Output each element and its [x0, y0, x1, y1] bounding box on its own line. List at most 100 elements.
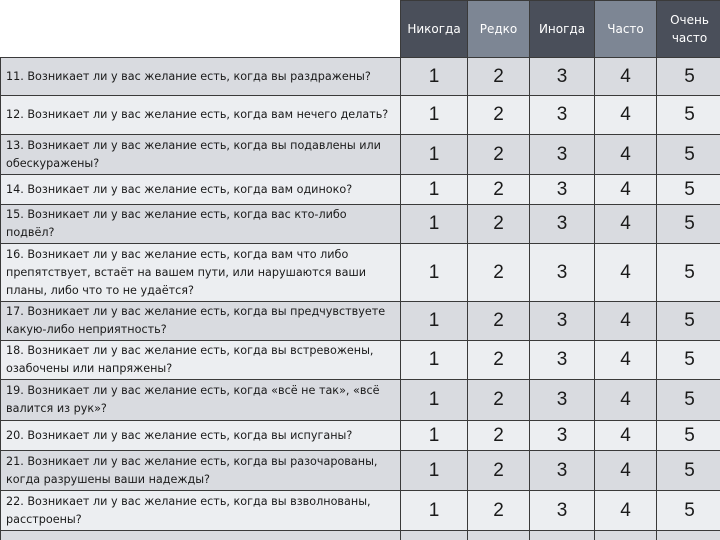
rating-cell: 3 [529, 95, 595, 135]
rating-cell: 4 [594, 301, 657, 341]
questionnaire-body: 11. Возникает ли у вас желание есть, ког… [0, 57, 720, 540]
rating-cell: 3 [529, 174, 595, 205]
question-cell: 13. Возникает ли у вас желание есть, ког… [0, 134, 401, 175]
rating-cell: 2 [467, 490, 530, 531]
table-row: 13. Возникает ли у вас желание есть, ког… [0, 134, 720, 175]
rating-cell: 4 [594, 57, 657, 96]
header-very-often: Очень часто [656, 0, 720, 58]
rating-cell: 5 [656, 134, 720, 175]
rating-cell: 1 [400, 450, 468, 491]
question-cell: 22. Возникает ли у вас желание есть, ког… [0, 490, 401, 531]
rating-cell: 5 [656, 204, 720, 244]
rating-cell: 1 [400, 134, 468, 175]
rating-cell: 1 [400, 204, 468, 244]
table-row: 22. Возникает ли у вас желание есть, ког… [0, 490, 720, 531]
rating-cell: 2 [467, 379, 530, 421]
rating-cell: 1 [400, 95, 468, 135]
rating-cell: 1 [400, 57, 468, 96]
table-row: 16. Возникает ли у вас желание есть, ког… [0, 243, 720, 302]
table-row: 19. Возникает ли у вас желание есть, ког… [0, 379, 720, 421]
table-row-cutoff [0, 530, 720, 540]
rating-cell: 5 [656, 57, 720, 96]
empty-cell [0, 530, 401, 540]
rating-cell: 3 [529, 301, 595, 341]
rating-cell: 2 [467, 340, 530, 380]
rating-cell: 4 [594, 420, 657, 451]
header-empty-cell [0, 0, 401, 58]
rating-cell: 4 [594, 204, 657, 244]
header-row: Никогда Редко Иногда Часто Очень часто [0, 0, 720, 58]
rating-cell: 4 [594, 450, 657, 491]
rating-cell: 4 [594, 243, 657, 302]
rating-cell: 2 [467, 450, 530, 491]
rating-cell: 1 [400, 174, 468, 205]
header-often: Часто [594, 0, 657, 58]
rating-cell: 5 [656, 174, 720, 205]
table-row: 21. Возникает ли у вас желание есть, ког… [0, 450, 720, 491]
question-cell: 17. Возникает ли у вас желание есть, ког… [0, 301, 401, 341]
question-cell: 20. Возникает ли у вас желание есть, ког… [0, 420, 401, 451]
table-row: 12. Возникает ли у вас желание есть, ког… [0, 95, 720, 135]
header-sometimes: Иногда [529, 0, 595, 58]
rating-cell: 5 [656, 450, 720, 491]
rating-cell: 1 [400, 420, 468, 451]
rating-cell: 5 [656, 379, 720, 421]
table-row: 17. Возникает ли у вас желание есть, ког… [0, 301, 720, 341]
question-cell: 14. Возникает ли у вас желание есть, ког… [0, 174, 401, 205]
empty-cell [400, 530, 468, 540]
question-cell: 16. Возникает ли у вас желание есть, ког… [0, 243, 401, 302]
rating-cell: 2 [467, 243, 530, 302]
empty-cell [656, 530, 720, 540]
question-cell: 15. Возникает ли у вас желание есть, ког… [0, 204, 401, 244]
question-cell: 21. Возникает ли у вас желание есть, ког… [0, 450, 401, 491]
rating-cell: 4 [594, 134, 657, 175]
question-cell: 18. Возникает ли у вас желание есть, ког… [0, 340, 401, 380]
rating-cell: 4 [594, 95, 657, 135]
rating-cell: 3 [529, 420, 595, 451]
question-cell: 11. Возникает ли у вас желание есть, ког… [0, 57, 401, 96]
rating-cell: 2 [467, 174, 530, 205]
rating-cell: 1 [400, 379, 468, 421]
rating-cell: 5 [656, 301, 720, 341]
empty-cell [594, 530, 657, 540]
table-row: 18. Возникает ли у вас желание есть, ког… [0, 340, 720, 380]
rating-cell: 2 [467, 301, 530, 341]
header-rarely: Редко [467, 0, 530, 58]
header-never: Никогда [400, 0, 468, 58]
rating-cell: 1 [400, 301, 468, 341]
rating-cell: 1 [400, 243, 468, 302]
rating-cell: 2 [467, 134, 530, 175]
rating-cell: 3 [529, 490, 595, 531]
rating-cell: 4 [594, 379, 657, 421]
rating-cell: 5 [656, 490, 720, 531]
rating-cell: 1 [400, 340, 468, 380]
rating-cell: 5 [656, 95, 720, 135]
rating-cell: 3 [529, 134, 595, 175]
rating-cell: 3 [529, 243, 595, 302]
rating-cell: 2 [467, 57, 530, 96]
rating-cell: 5 [656, 420, 720, 451]
rating-cell: 5 [656, 243, 720, 302]
rating-cell: 4 [594, 340, 657, 380]
question-cell: 19. Возникает ли у вас желание есть, ког… [0, 379, 401, 421]
rating-cell: 1 [400, 490, 468, 531]
rating-cell: 2 [467, 204, 530, 244]
rating-cell: 3 [529, 450, 595, 491]
rating-cell: 3 [529, 340, 595, 380]
rating-cell: 2 [467, 95, 530, 135]
empty-cell [529, 530, 595, 540]
table-row: 15. Возникает ли у вас желание есть, ког… [0, 204, 720, 244]
rating-cell: 2 [467, 420, 530, 451]
table-row: 20. Возникает ли у вас желание есть, ког… [0, 420, 720, 451]
rating-cell: 4 [594, 174, 657, 205]
rating-cell: 5 [656, 340, 720, 380]
question-cell: 12. Возникает ли у вас желание есть, ког… [0, 95, 401, 135]
rating-cell: 4 [594, 490, 657, 531]
table-row: 14. Возникает ли у вас желание есть, ког… [0, 174, 720, 205]
table-row: 11. Возникает ли у вас желание есть, ког… [0, 57, 720, 96]
rating-cell: 3 [529, 204, 595, 244]
rating-cell: 3 [529, 57, 595, 96]
empty-cell [467, 530, 530, 540]
